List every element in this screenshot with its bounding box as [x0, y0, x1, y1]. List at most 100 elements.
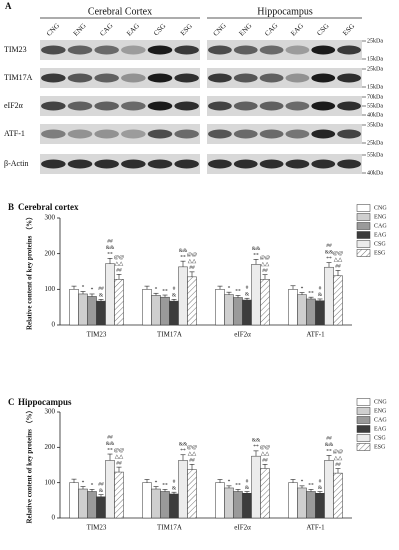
row-label: TIM17A [4, 73, 33, 82]
significance-mark: && [252, 246, 261, 252]
region-label: Hippocampus [257, 6, 313, 17]
blot-band [147, 159, 173, 169]
blot-band [121, 45, 146, 55]
region-label: Cerebral Cortex [88, 6, 152, 17]
blot-band [285, 101, 310, 111]
significance-mark: @@ [333, 251, 343, 257]
marker-label: 25kDa [367, 66, 383, 72]
significance-mark: △△ [115, 454, 124, 460]
bar [169, 300, 179, 326]
lane-label: ESG [179, 22, 194, 37]
blot-band [208, 159, 232, 169]
bar [288, 482, 298, 519]
significance-mark: * [82, 480, 85, 486]
panel-label: C [8, 397, 15, 407]
significance-mark: @@ [114, 447, 124, 453]
bar [69, 482, 79, 519]
significance-mark: && [179, 248, 188, 254]
significance-mark: # [246, 285, 249, 291]
blot-band [121, 129, 146, 139]
significance-mark: ## [335, 462, 341, 468]
bar [297, 487, 307, 519]
blot-band [67, 73, 93, 83]
y-axis-label: Relative content of key proteins （%） [26, 213, 34, 330]
blot-band [94, 159, 119, 169]
significance-mark: # [319, 286, 322, 292]
bar [297, 294, 307, 326]
significance-mark: ## [189, 265, 195, 271]
blot-strip [207, 40, 362, 60]
blot-band [259, 45, 284, 55]
significance-mark: * [155, 287, 158, 293]
significance-mark: △△ [261, 261, 270, 267]
row-label: TIM23 [4, 45, 27, 54]
panel-label: A [5, 1, 12, 11]
blot-strip [207, 124, 362, 144]
significance-mark: @@ [260, 255, 270, 261]
significance-mark: ## [326, 243, 332, 249]
x-tick-label: ATF-1 [306, 524, 325, 532]
blot-band [174, 159, 199, 169]
significance-mark: △△ [261, 451, 270, 457]
bar [324, 460, 334, 519]
significance-mark: * [91, 483, 94, 489]
legend-label: CAG [374, 223, 387, 229]
significance-mark: ## [98, 481, 104, 487]
lane-label: ENG [72, 22, 88, 38]
significance-mark: ** [180, 254, 186, 260]
y-tick-label: 0 [52, 321, 56, 329]
legend-label: ESG [374, 250, 386, 256]
blot-strip [207, 154, 362, 174]
lane-label: ESG [341, 22, 356, 37]
blot-band [259, 129, 284, 139]
blot-band [208, 45, 232, 55]
significance-mark: ** [253, 253, 259, 259]
blot-band [337, 129, 361, 139]
blot-band [337, 101, 361, 111]
blot-band [67, 45, 93, 55]
marker-label: 40kDa [367, 170, 383, 176]
legend-label: ESG [374, 444, 386, 450]
blot-band [94, 101, 119, 111]
blot-band [311, 129, 336, 139]
legend-label: ENG [374, 408, 387, 414]
y-axis-label: Relative content of key proteins （%） [26, 406, 34, 523]
blot-band [147, 73, 173, 83]
x-tick-label: TIM17A [157, 524, 182, 532]
bar [215, 289, 225, 326]
bar [160, 491, 170, 519]
significance-mark: # [319, 478, 322, 484]
x-tick-label: TIM23 [87, 331, 107, 339]
bar [151, 295, 161, 326]
significance-mark: & [99, 293, 104, 299]
blot-band [174, 101, 199, 111]
chart-title: Hippocampus [18, 397, 72, 407]
blot-band [233, 73, 258, 83]
legend-label: ENG [374, 214, 387, 220]
row-label: ATF-1 [4, 129, 25, 138]
marker-label: 40kDa [367, 112, 383, 118]
bar [187, 276, 197, 326]
blot-band [174, 129, 199, 139]
blot-band [233, 129, 258, 139]
significance-mark: △△ [188, 451, 197, 457]
legend-label: CSG [374, 435, 386, 441]
significance-mark: ## [98, 286, 104, 292]
significance-mark: & [172, 485, 177, 491]
blot-band [311, 101, 336, 111]
bar [169, 493, 179, 519]
significance-mark: ** [308, 483, 314, 489]
legend-swatch [356, 213, 371, 221]
blot-band [41, 129, 66, 139]
panel-label: B [8, 202, 14, 212]
marker-label: 25kDa [367, 38, 383, 44]
blot-band [208, 73, 232, 83]
bar [333, 472, 343, 519]
blot-band [285, 159, 310, 169]
bar [324, 266, 334, 326]
bar [114, 471, 124, 519]
significance-mark: △△ [188, 259, 197, 265]
significance-mark: △△ [334, 455, 343, 461]
bar [260, 279, 270, 326]
y-tick-label: 200 [45, 443, 56, 451]
